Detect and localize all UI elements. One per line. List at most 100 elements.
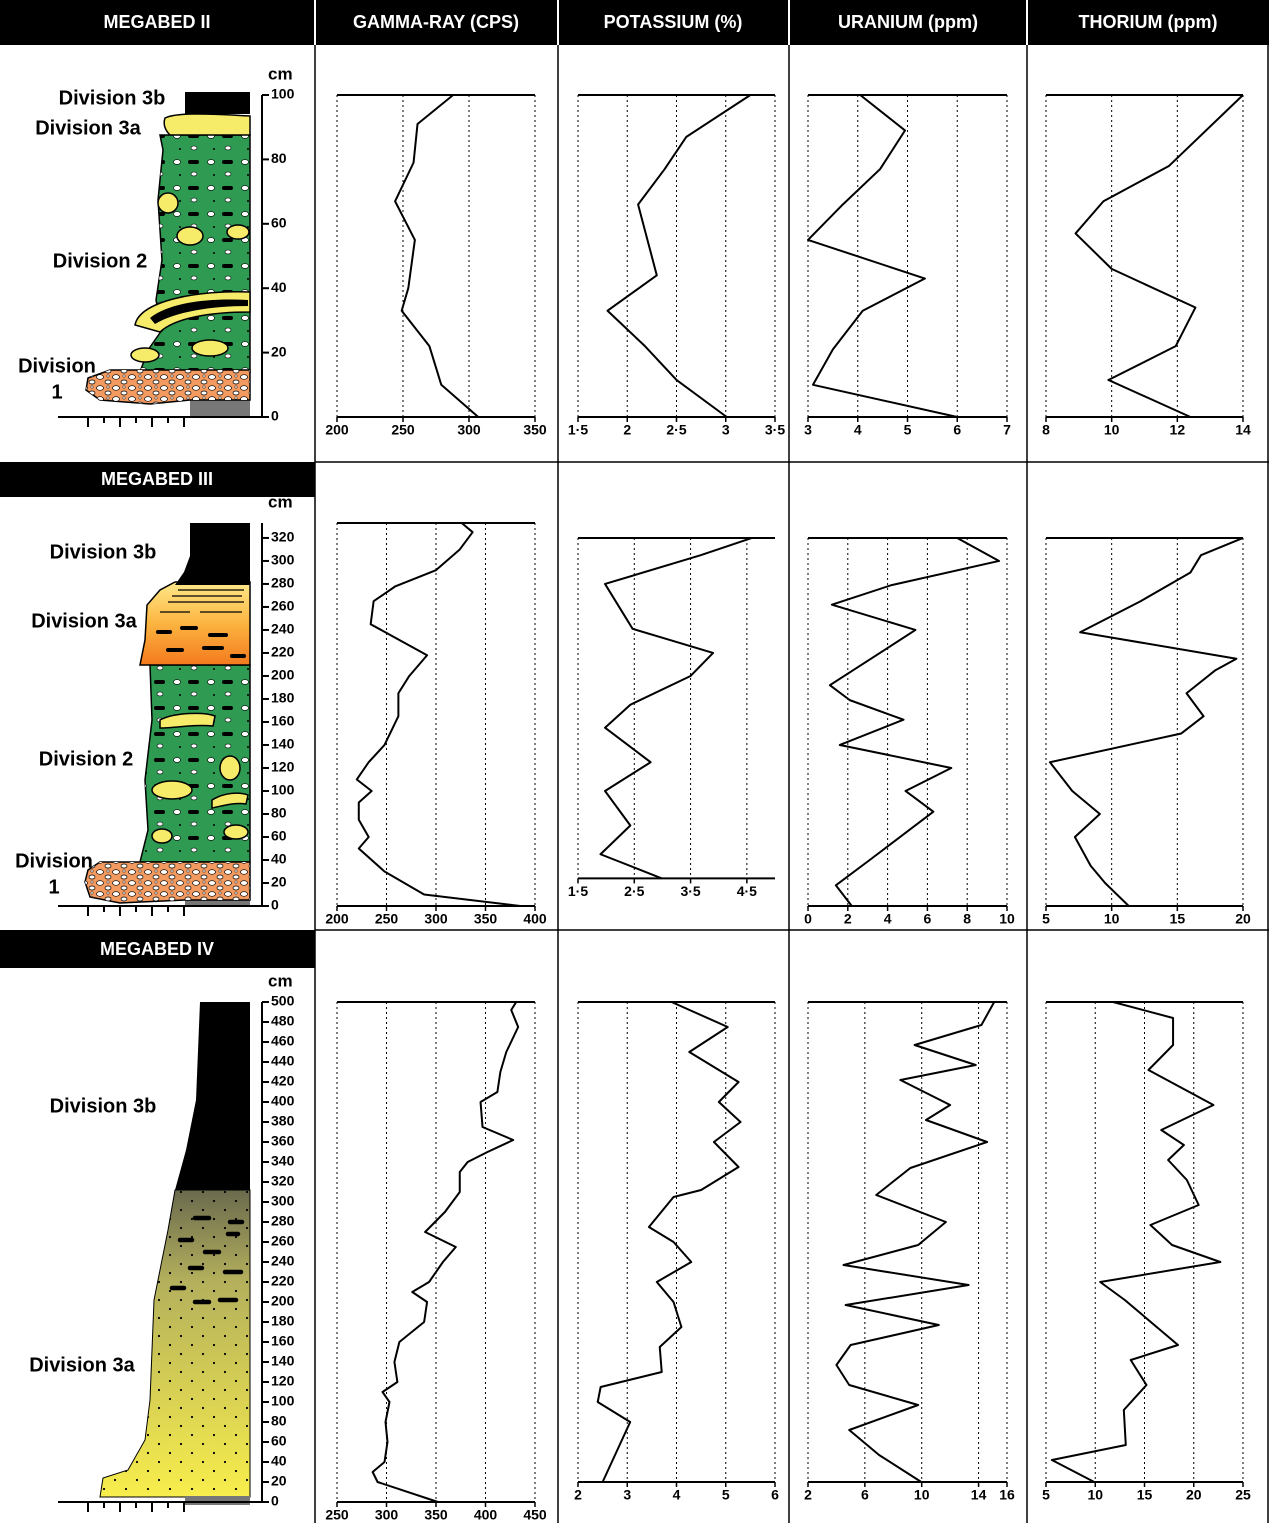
column-header: POTASSIUM (%) [604, 12, 743, 32]
section-title: MEGABED III [101, 469, 213, 489]
figure: MEGABED II MEGABED III MEGABED IV GAMMA-… [0, 0, 1269, 1523]
sand-lens [152, 781, 192, 799]
x-tick-label: 10 [1104, 422, 1120, 438]
profile-line [395, 95, 478, 417]
depth-tick-label: 40 [271, 279, 287, 295]
depth-tick-label: 300 [271, 1193, 295, 1209]
depth-unit: cm [268, 64, 293, 83]
scale-ticks [88, 1502, 184, 1512]
depth-tick-label: 20 [271, 874, 287, 890]
depth-tick-label: 180 [271, 1313, 295, 1329]
sand-lens [131, 348, 159, 362]
sand-lens [177, 227, 203, 245]
depth-tick-label: 220 [271, 1273, 295, 1289]
x-tick-label: 5 [1042, 911, 1050, 927]
depth-tick-label: 200 [271, 667, 295, 683]
x-tick-label: 450 [523, 1507, 547, 1523]
x-tick-label: 4 [854, 422, 862, 438]
depth-tick-label: 260 [271, 1233, 295, 1249]
x-tick-label: 2 [844, 911, 852, 927]
depth-tick-label: 160 [271, 1333, 295, 1349]
division-3a [164, 114, 250, 135]
division-label: Division 3b [50, 1095, 157, 1117]
depth-tick-label: 80 [271, 805, 287, 821]
x-tick-label: 7 [1003, 422, 1011, 438]
depth-tick-label: 80 [271, 150, 287, 166]
profile-line [598, 1002, 741, 1482]
division-label: Division 3a [35, 117, 141, 139]
x-tick-label: 8 [1042, 422, 1050, 438]
depth-tick-label: 100 [271, 1393, 295, 1409]
profile-line [1050, 538, 1243, 906]
x-tick-label: 250 [375, 911, 399, 927]
depth-tick-label: 120 [271, 1373, 295, 1389]
x-tick-label: 6 [953, 422, 961, 438]
division-label: 1 [51, 381, 62, 403]
division-label: Division 2 [53, 250, 147, 272]
x-tick-label: 10 [1104, 911, 1120, 927]
scale-ticks [88, 906, 184, 916]
x-tick-label: 350 [523, 422, 547, 438]
depth-tick-label: 0 [271, 1493, 279, 1509]
x-tick-label: 1·5 [568, 422, 588, 438]
x-tick-label: 400 [523, 911, 547, 927]
x-tick-label: 200 [325, 422, 349, 438]
column-header: URANIUM (ppm) [838, 12, 978, 32]
depth-unit: cm [268, 971, 293, 990]
depth-tick-label: 440 [271, 1053, 295, 1069]
x-tick-label: 12 [1170, 422, 1186, 438]
sand-lens [220, 756, 240, 780]
x-tick-label: 3 [623, 1487, 631, 1503]
depth-tick-label: 140 [271, 1353, 295, 1369]
x-tick-label: 250 [325, 1507, 349, 1523]
x-tick-label: 350 [424, 1507, 448, 1523]
depth-tick-label: 40 [271, 1453, 287, 1469]
x-tick-label: 4 [673, 1487, 681, 1503]
division-3b [175, 523, 250, 585]
depth-tick-label: 60 [271, 828, 287, 844]
profile-line [1076, 95, 1243, 417]
depth-tick-label: 460 [271, 1033, 295, 1049]
x-tick-label: 400 [474, 1507, 498, 1523]
x-tick-label: 300 [424, 911, 448, 927]
x-tick-label: 10 [914, 1487, 930, 1503]
sand-lens [224, 825, 248, 839]
x-tick-label: 350 [474, 911, 498, 927]
depth-tick-label: 320 [271, 529, 295, 545]
column-header: THORIUM (ppm) [1079, 12, 1218, 32]
depth-tick-label: 280 [271, 1213, 295, 1229]
depth-tick-label: 320 [271, 1173, 295, 1189]
x-tick-label: 15 [1170, 911, 1186, 927]
x-tick-label: 6 [771, 1487, 779, 1503]
profile-line [1052, 1002, 1220, 1482]
x-tick-label: 3 [722, 422, 730, 438]
sand-lens [192, 340, 228, 356]
clast-fill [140, 135, 250, 372]
sand-lens [158, 193, 178, 213]
profile-line [836, 1002, 994, 1482]
depth-tick-label: 80 [271, 1413, 287, 1429]
x-tick-label: 10 [999, 911, 1015, 927]
sand-lens [152, 829, 172, 843]
frame [315, 0, 1269, 1523]
lithology-column [58, 1002, 266, 1512]
depth-tick-label: 200 [271, 1293, 295, 1309]
depth-tick-label: 240 [271, 621, 295, 637]
depth-tick-label: 60 [271, 1433, 287, 1449]
depth-tick-label: 280 [271, 575, 295, 591]
x-tick-label: 25 [1235, 1487, 1251, 1503]
x-tick-label: 300 [457, 422, 481, 438]
x-tick-label: 5 [722, 1487, 730, 1503]
x-tick-label: 2 [574, 1487, 582, 1503]
x-tick-label: 1·5 [568, 883, 588, 899]
x-tick-label: 4·5 [737, 883, 757, 899]
x-tick-label: 20 [1186, 1487, 1202, 1503]
x-tick-label: 14 [971, 1487, 987, 1503]
profile-line [808, 95, 957, 417]
depth-tick-label: 480 [271, 1013, 295, 1029]
x-tick-label: 4 [884, 911, 892, 927]
x-tick-label: 2·5 [624, 883, 644, 899]
x-tick-label: 8 [963, 911, 971, 927]
profile-line [373, 1002, 519, 1502]
depth-tick-label: 100 [271, 782, 295, 798]
